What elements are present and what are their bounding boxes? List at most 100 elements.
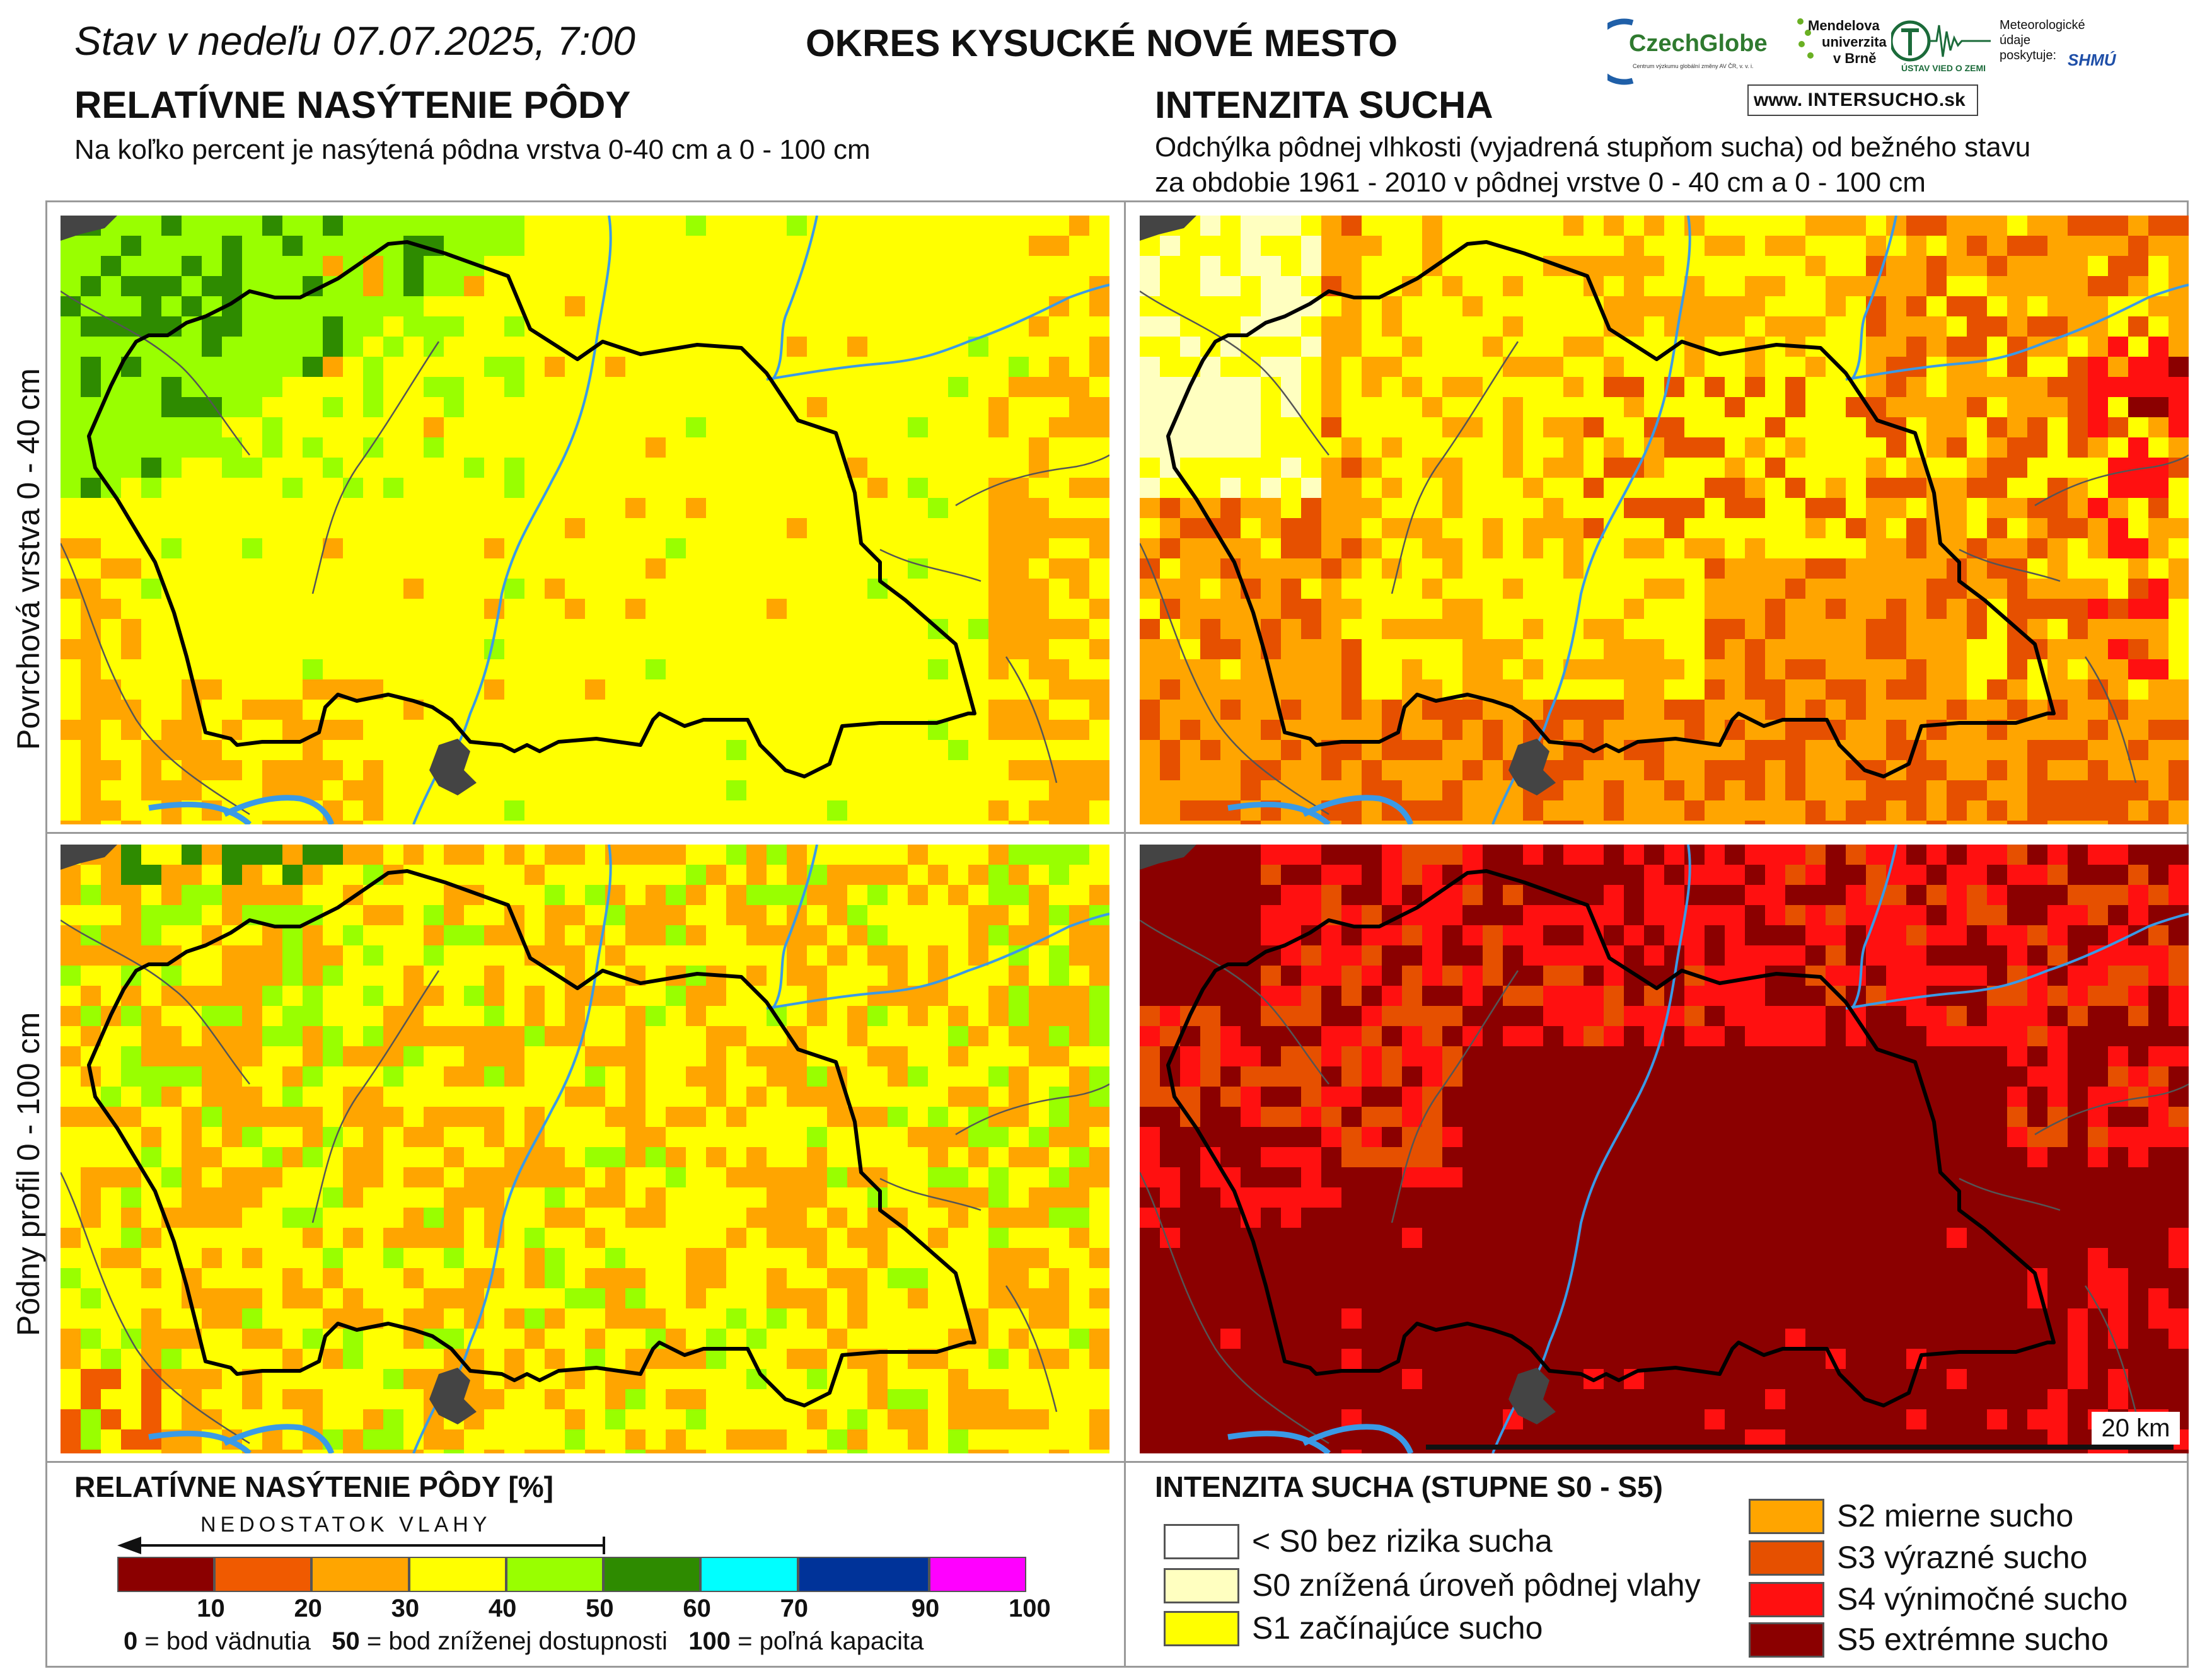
report-date: Stav v nedeľu 07.07.2025, 7:00: [74, 18, 635, 64]
town-area: [429, 739, 477, 795]
uvz-name: ÚSTAV VIED O ZEMI: [1901, 63, 1986, 73]
map-canvas: [61, 845, 1109, 1453]
river: [1302, 1424, 1414, 1453]
saturation-tick-label: 50: [586, 1595, 614, 1622]
drought-legend-label: < S0 bez rizika sucha: [1252, 1523, 1553, 1559]
drought-section-subtitle-2: za obdobie 1961 - 2010 v pôdnej vrstve 0…: [1155, 167, 1926, 198]
river: [1851, 216, 1897, 381]
drought-swatch: [1164, 1611, 1239, 1646]
saturation-notes: 0 = bod vädnutia 50 = bod zníženej dostu…: [124, 1627, 924, 1656]
drought-legend-label: S5 extrémne sucho: [1837, 1622, 2109, 1657]
czechglobe-logo: CzechGlobe Centrum výzkumu globální změn…: [1590, 11, 1797, 87]
drought-section-subtitle-1: Odchýlka pôdnej vlhkosti (vyjadrená stup…: [1155, 132, 2031, 163]
row-divider: [45, 832, 2189, 834]
saturation-section-subtitle: Na koľko percent je nasýtená pôdna vrstv…: [74, 134, 871, 165]
town-area: [1508, 1368, 1556, 1424]
river: [1227, 1430, 1331, 1453]
map-drought-surface: [1140, 216, 2189, 824]
saturation-legend-title: RELATÍVNE NASÝTENIE PÔDY [%]: [74, 1470, 553, 1503]
saturation-tick-label: 70: [780, 1595, 809, 1622]
saturation-section-title: RELATÍVNE NASÝTENIE PÔDY: [74, 84, 631, 126]
saturation-tick-label: 30: [391, 1595, 420, 1622]
river: [766, 284, 1109, 381]
district-border: [87, 240, 976, 778]
district-boundary-line: [311, 341, 440, 594]
map-saturation-surface: [61, 216, 1109, 824]
district-boundary-line: [311, 970, 440, 1223]
district-boundary-line: [2084, 1285, 2137, 1412]
mendel-line-3: v Brně: [1833, 50, 1877, 66]
district-boundary-line: [1005, 1285, 1058, 1412]
earth-science-institute-logo: ÚSTAV VIED O ZEMI: [1889, 19, 1992, 76]
drought-swatch: [1749, 1540, 1824, 1576]
district-boundary-line: [61, 1172, 250, 1445]
meteo-text: Meteorologické údaje poskytuje:: [2000, 18, 2126, 63]
note-50-value: 50: [332, 1627, 360, 1655]
district-boundary-line: [61, 290, 250, 456]
district-boundary-line: [879, 1177, 982, 1211]
river: [1227, 801, 1331, 824]
drought-swatch: [1749, 1622, 1824, 1658]
district-border: [87, 869, 976, 1407]
town-area: [429, 1368, 477, 1424]
saturation-swatch: [506, 1557, 604, 1592]
district-boundary-line: [955, 454, 1109, 507]
meteo-line-2: údaje: [2000, 33, 2030, 47]
drought-swatch: [1164, 1568, 1239, 1603]
row-label-profile: Pôdny profil 0 - 100 cm: [11, 1012, 46, 1336]
intersucho-prefix: www.: [1754, 89, 1803, 110]
saturation-swatch: [797, 1557, 929, 1592]
river: [223, 1424, 335, 1453]
mendel-university-logo: Mendelova univerzita v Brně: [1795, 18, 1887, 81]
town-area: [61, 216, 117, 241]
saturation-swatch: [929, 1557, 1026, 1592]
river: [148, 1430, 252, 1453]
scale-bar-label: 20 km: [2092, 1412, 2180, 1445]
drought-legend-label: S0 znížená úroveň pôdnej vlahy: [1252, 1567, 1701, 1603]
town-area: [1140, 216, 1196, 241]
column-divider: [1124, 200, 1126, 1668]
mendel-dots-icon: [1797, 18, 1814, 59]
saturation-swatch: [214, 1557, 312, 1592]
mendel-text: Mendelova univerzita v Brně: [1808, 18, 1887, 67]
district-boundary-line: [1140, 543, 1329, 816]
saturation-tick-labels: 10 20 30 40 50 60 70 90 100: [117, 1592, 1051, 1624]
town-area: [1508, 739, 1556, 795]
saturation-tick-label: 10: [197, 1595, 225, 1622]
saturation-swatch: [700, 1557, 798, 1592]
district-border: [1166, 240, 2056, 778]
shmu-name: SHMÚ: [2068, 50, 2116, 69]
saturation-swatch: [408, 1557, 506, 1592]
drought-legend-label: S3 výrazné sucho: [1837, 1540, 2088, 1575]
district-boundary-line: [955, 1083, 1109, 1136]
district-boundary-line: [1959, 1177, 2061, 1211]
intersucho-logo: www. INTERSUCHO.sk: [1747, 84, 1978, 116]
district-border: [1166, 869, 2056, 1407]
raster-cells: [1140, 845, 2189, 1453]
saturation-tick-label: 20: [294, 1595, 322, 1622]
drought-swatch: [1164, 1524, 1239, 1559]
district-title: OKRES KYSUCKÉ NOVÉ MESTO: [806, 22, 1398, 64]
district-boundary-line: [2034, 1083, 2189, 1136]
drought-legend-label: S2 mierne sucho: [1837, 1498, 2074, 1533]
saturation-swatch: [117, 1557, 215, 1592]
meteo-line-3: poskytuje:: [2000, 49, 2057, 62]
deficit-arrow-icon: [117, 1537, 605, 1554]
district-boundary-line: [1140, 919, 1329, 1085]
district-boundary-line: [61, 919, 250, 1085]
river: [1851, 845, 1897, 1010]
drought-swatch: [1749, 1582, 1824, 1617]
district-boundary-line: [1391, 341, 1519, 594]
town-area: [1140, 845, 1196, 870]
mendel-line-2: univerzita: [1822, 34, 1887, 50]
raster-cells: [61, 216, 1109, 824]
map-canvas: [61, 216, 1109, 824]
district-boundary-line: [1391, 970, 1519, 1223]
note-50-text: = bod zníženej dostupnosti: [366, 1627, 668, 1655]
drought-swatch: [1749, 1499, 1824, 1534]
drought-legend-label: S1 začínajúce sucho: [1252, 1610, 1543, 1646]
deficit-arrow-label: NEDOSTATOK VLAHY: [200, 1513, 492, 1537]
note-0-text: = bod vädnutia: [144, 1627, 311, 1655]
intersucho-suffix: .sk: [1938, 89, 1966, 110]
czechglobe-subtitle: Centrum výzkumu globální změny AV ČR, v.…: [1633, 63, 1754, 69]
